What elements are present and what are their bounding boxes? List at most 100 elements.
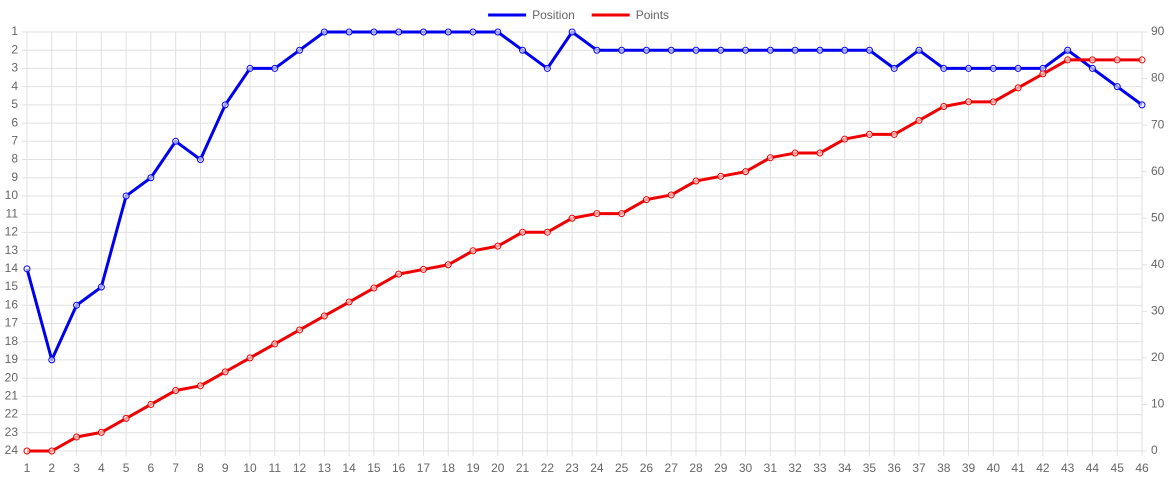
x-tick-label: 10 [243, 461, 257, 475]
point [395, 270, 403, 278]
point [890, 130, 898, 138]
point [717, 46, 725, 54]
x-tick-label: 23 [565, 461, 579, 475]
point [1014, 84, 1022, 92]
y2-tick-label: 60 [1151, 164, 1165, 178]
point [965, 64, 973, 72]
point [48, 447, 56, 455]
point [642, 46, 650, 54]
y-tick-label: 5 [11, 97, 18, 111]
point [97, 283, 105, 291]
point [73, 433, 81, 441]
x-tick-label: 19 [466, 461, 480, 475]
x-tick-label: 17 [417, 461, 431, 475]
point [543, 228, 551, 236]
x-tick-label: 16 [392, 461, 406, 475]
point [147, 174, 155, 182]
y-tick-label: 16 [5, 297, 19, 311]
point [271, 340, 279, 348]
point [618, 210, 626, 218]
x-tick-label: 29 [714, 461, 728, 475]
series-line [27, 58, 1142, 453]
point [667, 191, 675, 199]
point [791, 149, 799, 157]
x-tick-label: 41 [1011, 461, 1025, 475]
x-tick-label: 13 [318, 461, 332, 475]
point [23, 447, 31, 455]
point [742, 46, 750, 54]
point [73, 301, 81, 309]
y-tick-label: 14 [5, 261, 19, 275]
x-tick-label: 20 [491, 461, 505, 475]
y-tick-label: 8 [11, 152, 18, 166]
x-tick-label: 38 [937, 461, 951, 475]
point [543, 64, 551, 72]
point [395, 28, 403, 36]
y-tick-label: 4 [11, 79, 18, 93]
point [568, 28, 576, 36]
point [444, 28, 452, 36]
x-tick-label: 22 [541, 461, 555, 475]
point [320, 28, 328, 36]
y-tick-label: 13 [5, 243, 19, 257]
x-tick-label: 1 [24, 461, 31, 475]
x-tick-label: 26 [640, 461, 654, 475]
x-tick-label: 28 [689, 461, 703, 475]
point [271, 64, 279, 72]
x-tick-label: 33 [813, 461, 827, 475]
x-tick-label: 43 [1061, 461, 1075, 475]
point [122, 192, 130, 200]
y2-tick-label: 10 [1151, 397, 1165, 411]
x-tick-label: 30 [739, 461, 753, 475]
point [296, 46, 304, 54]
x-tick-label: 31 [764, 461, 778, 475]
x-tick-label: 21 [516, 461, 530, 475]
point [1138, 101, 1146, 109]
point [1113, 83, 1121, 91]
point [667, 46, 675, 54]
y-tick-label: 20 [5, 370, 19, 384]
point [1039, 70, 1047, 78]
point [692, 177, 700, 185]
x-tick-label: 27 [665, 461, 679, 475]
point [593, 210, 601, 218]
y2-tick-label: 20 [1151, 350, 1165, 364]
legend-label: Points [636, 8, 669, 22]
x-tick-label: 8 [197, 461, 204, 475]
point [519, 228, 527, 236]
point [419, 265, 427, 273]
point [494, 28, 502, 36]
point [965, 98, 973, 106]
x-tick-label: 5 [123, 461, 130, 475]
y-tick-label: 22 [5, 407, 19, 421]
point [816, 46, 824, 54]
y-tick-label: 19 [5, 352, 19, 366]
point [1014, 64, 1022, 72]
y-tick-label: 6 [11, 115, 18, 129]
point [97, 428, 105, 436]
point [172, 137, 180, 145]
x-tick-label: 2 [48, 461, 55, 475]
y2-tick-label: 90 [1151, 24, 1165, 38]
point [692, 46, 700, 54]
y2-tick-label: 30 [1151, 304, 1165, 318]
legend-label: Position [532, 8, 575, 22]
y-tick-label: 7 [11, 133, 18, 147]
point [147, 400, 155, 408]
point [296, 326, 304, 334]
point [1088, 64, 1096, 72]
y-tick-label: 9 [11, 170, 18, 184]
point [841, 135, 849, 143]
point [370, 284, 378, 292]
point [246, 64, 254, 72]
point [172, 386, 180, 394]
point [370, 28, 378, 36]
x-tick-label: 3 [73, 461, 80, 475]
point [419, 28, 427, 36]
point [1088, 56, 1096, 64]
x-tick-label: 32 [788, 461, 802, 475]
y2-tick-label: 80 [1151, 71, 1165, 85]
point [196, 156, 204, 164]
x-tick-label: 14 [342, 461, 356, 475]
